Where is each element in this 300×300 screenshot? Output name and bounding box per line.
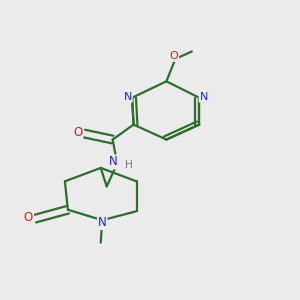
Text: O: O (24, 211, 33, 224)
Text: H: H (125, 160, 133, 170)
Text: N: N (123, 92, 132, 102)
Text: N: N (200, 92, 208, 102)
Text: O: O (73, 126, 83, 139)
Text: O: O (169, 51, 178, 61)
Text: N: N (98, 216, 106, 229)
Text: N: N (109, 155, 118, 168)
